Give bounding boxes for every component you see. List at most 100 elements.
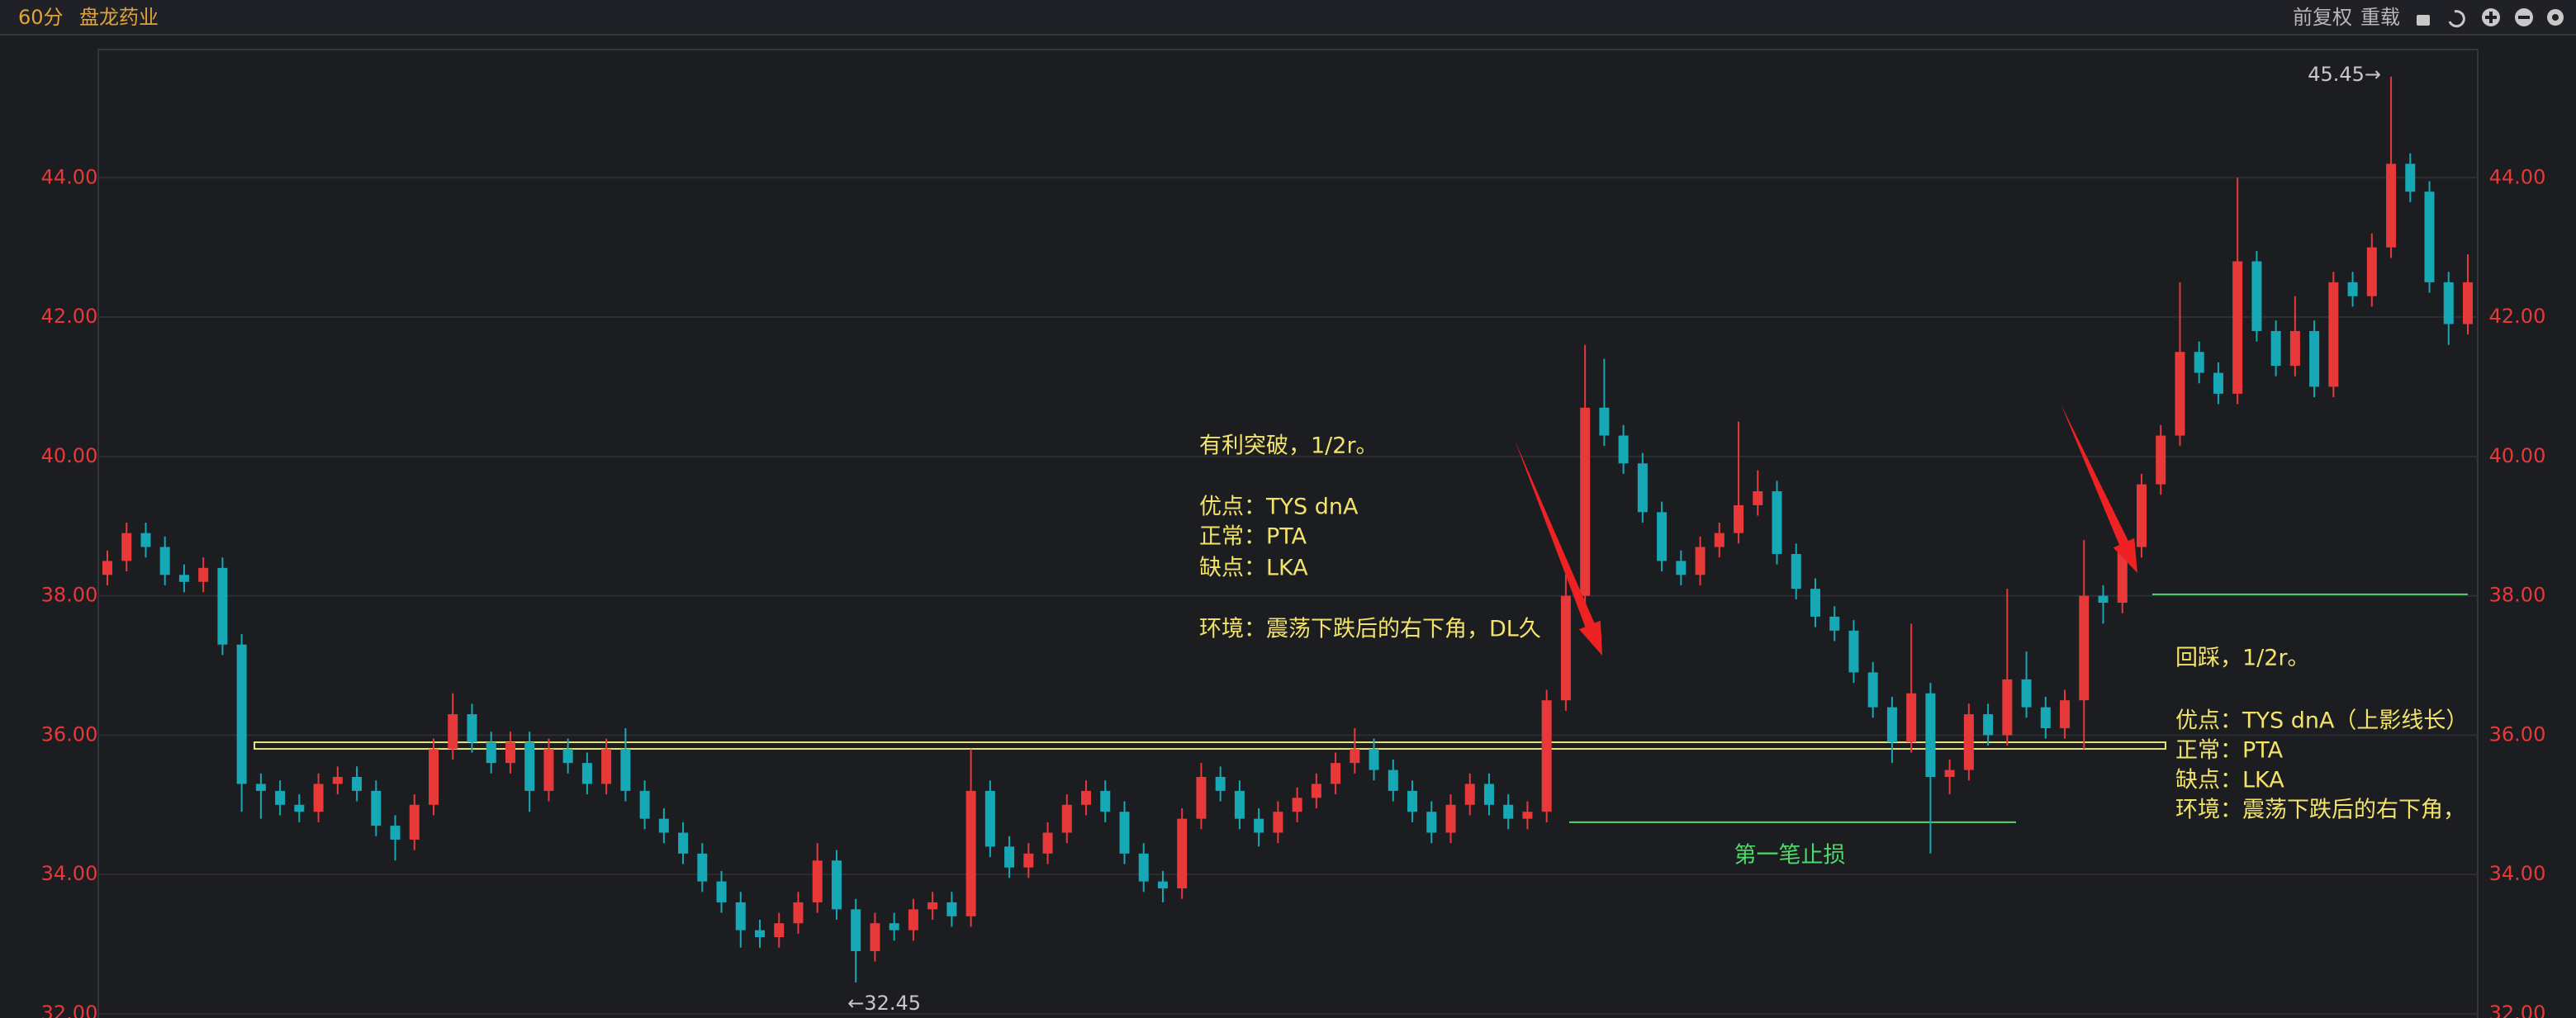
candle-body <box>1541 700 1552 812</box>
candle-body <box>1695 547 1705 575</box>
candle-body <box>390 826 401 840</box>
candle-body <box>2347 282 2358 296</box>
candle-body <box>1657 512 1668 561</box>
y2-tick-label: 44.00 <box>2489 165 2546 188</box>
candle-body <box>2386 163 2397 248</box>
candle-body <box>178 575 189 582</box>
annotation-line: 回踩，1/2r。 <box>2175 646 2310 671</box>
candle-body <box>2270 330 2281 367</box>
candle-body <box>1369 749 1379 770</box>
arrow <box>2061 404 2137 573</box>
candle-body <box>735 902 746 930</box>
candle-body <box>2405 163 2416 192</box>
candle-body <box>352 777 363 791</box>
candle-body <box>1177 818 1188 889</box>
candle-body <box>639 790 650 819</box>
y-tick-label: 34.00 <box>41 862 98 885</box>
candle-body <box>1944 769 1955 778</box>
y2-tick-label: 40.00 <box>2489 444 2546 467</box>
candle-body <box>1234 790 1245 819</box>
candle-body <box>486 741 496 764</box>
candle-body <box>2463 282 2473 324</box>
reload-button[interactable]: 重载 <box>2360 6 2400 29</box>
candle-body <box>1023 853 1034 868</box>
candle-body <box>1464 784 1475 805</box>
candle-body <box>505 741 515 764</box>
candle-body <box>2156 435 2166 485</box>
candle-body <box>255 784 266 791</box>
candle-body <box>1925 693 1936 778</box>
candle-body <box>2328 282 2339 387</box>
y-tick-label: 40.00 <box>41 444 98 467</box>
annotation-line: 环境：震荡下跌后的右下角， <box>2175 798 2465 823</box>
arrow <box>1515 440 1602 656</box>
candle-body <box>294 804 305 812</box>
candle-body <box>2194 352 2204 373</box>
low-label: ←32.45 <box>847 992 921 1015</box>
y-tick-label: 36.00 <box>41 722 98 746</box>
candle-body <box>1407 790 1418 812</box>
candle-body <box>927 902 938 910</box>
y-tick-label: 32.00 <box>41 1001 98 1018</box>
candle-body <box>2366 247 2377 296</box>
candle-body <box>2002 679 2013 736</box>
y-tick-label: 42.00 <box>41 305 98 328</box>
candle-body <box>2021 679 2032 708</box>
candle-body <box>2098 595 2109 604</box>
y2-tick-label: 38.00 <box>2489 584 2546 607</box>
candle-body <box>1157 881 1168 889</box>
candle-body <box>1560 595 1571 701</box>
candle-body <box>984 790 995 847</box>
icon-glyphs <box>2485 12 2559 23</box>
candle-body <box>198 567 209 582</box>
candle-body <box>1618 435 1629 464</box>
candle-body <box>851 909 861 951</box>
candle-body <box>1580 407 1591 596</box>
annotation-line: 缺点：LKA <box>2175 768 2284 793</box>
candle-body <box>409 804 420 840</box>
candle-body <box>1522 812 1533 819</box>
candle-body <box>620 749 631 791</box>
candle-body <box>2136 484 2147 547</box>
candle-body <box>831 860 842 910</box>
candle-body <box>755 930 766 938</box>
level-line <box>254 741 2166 750</box>
candle-body <box>1886 707 1897 742</box>
candle-body <box>2213 372 2223 394</box>
candle-body <box>121 533 132 561</box>
candle-body <box>793 902 804 924</box>
candle-body <box>1791 553 1801 589</box>
candle-body <box>1753 491 1763 505</box>
candle-body <box>1004 846 1015 868</box>
grid: 32.00 32.00 34.00 34.00 36.00 36.00 38.00 38.00… <box>41 165 2546 1018</box>
candle-body <box>1138 853 1149 882</box>
annotation-line: 缺点：LKA <box>1199 556 1308 581</box>
y-tick-label: 38.00 <box>41 584 98 607</box>
candle-body <box>908 909 918 930</box>
candle-body <box>1273 812 1283 833</box>
candles <box>102 76 2473 982</box>
candle-body <box>1061 804 1072 833</box>
adjust-button[interactable]: 前复权 <box>2293 6 2352 29</box>
candle-body <box>1445 804 1456 833</box>
lock-icon[interactable] <box>2417 15 2430 26</box>
candle-body <box>1983 714 1994 736</box>
candle-body <box>2040 707 2051 728</box>
candle-body <box>1081 790 1092 805</box>
candle-body <box>1867 672 1878 708</box>
candle-body <box>658 818 669 833</box>
candle-body <box>1848 630 1859 673</box>
annotation-line: 优点：TYS dnA <box>1199 495 1359 520</box>
candle-body <box>1331 763 1341 784</box>
period[interactable]: 60分 <box>18 6 64 29</box>
candle-body <box>1426 812 1437 833</box>
candle-body <box>2175 352 2185 436</box>
candle-body <box>562 749 573 764</box>
candle-body <box>102 561 112 575</box>
candle-body <box>1772 491 1782 554</box>
annotations: 45.45→ ←32.45 有利突破，1/2r。优点：TYS dnA 正常：PTA 缺点… <box>847 63 2468 1015</box>
stop-label: 第一笔止损 <box>1734 843 1846 869</box>
undo-icon[interactable] <box>2448 10 2465 28</box>
